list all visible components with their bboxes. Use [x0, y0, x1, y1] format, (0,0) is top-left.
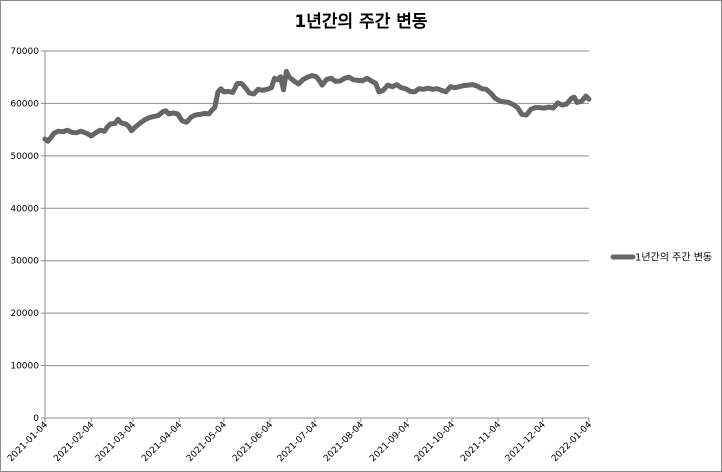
y-tick-label: 10000	[10, 362, 39, 372]
x-tick-label: 2021-07-04	[276, 420, 320, 464]
x-tick-label: 2021-10-04	[413, 420, 457, 464]
x-tick-label: 2021-05-04	[185, 420, 229, 464]
x-tick-label: 2021-08-04	[322, 420, 366, 464]
legend: 1년간의 주간 변동	[610, 252, 712, 264]
y-tick-label: 30000	[10, 257, 39, 267]
chart-title: 1년간의 주간 변동	[294, 12, 428, 32]
x-tick-label: 2021-01-04	[6, 420, 50, 464]
y-tick-label: 70000	[10, 47, 39, 57]
x-tick-label: 2021-09-04	[368, 420, 412, 464]
y-tick-label: 0	[33, 414, 39, 424]
x-tick-label: 2021-03-04	[94, 420, 138, 464]
y-tick-label: 50000	[10, 152, 39, 162]
series-group	[42, 68, 592, 144]
series-line	[42, 68, 592, 144]
x-tick-label: 2022-01-04	[550, 420, 594, 464]
x-tick-label: 2021-12-04	[504, 420, 548, 464]
gridlines	[45, 50, 589, 419]
y-axis-ticks: 0 10000 20000 30000 40000 50000 60000 70000	[10, 47, 45, 424]
x-tick-label: 2021-06-04	[231, 420, 275, 464]
x-tick-label: 2021-02-04	[52, 420, 96, 464]
legend-label: 1년간의 주간 변동	[635, 252, 712, 264]
x-tick-label: 2021-11-04	[459, 420, 503, 464]
y-tick-label: 40000	[10, 204, 39, 214]
y-tick-label: 60000	[10, 99, 39, 109]
y-tick-label: 20000	[10, 309, 39, 319]
x-tick-label: 2021-04-04	[140, 420, 184, 464]
axes	[44, 51, 589, 419]
